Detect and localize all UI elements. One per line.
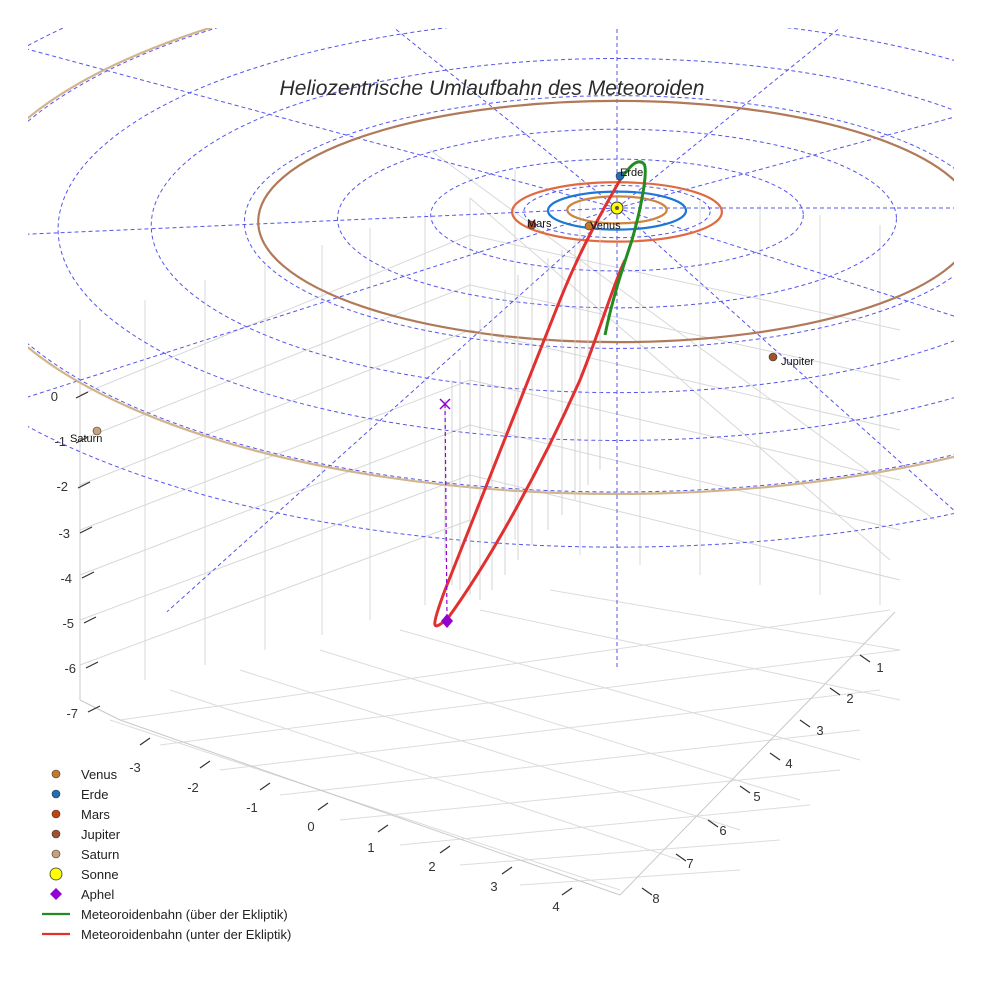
- orbit-below-ecliptic: [433, 179, 627, 628]
- aphel-marker-group: [439, 398, 453, 628]
- back-wall-grid: [79, 198, 471, 700]
- meteoroid-orbit: [433, 160, 647, 628]
- y-tick-label: 1: [876, 660, 883, 675]
- legend-marker-mars: [51, 809, 61, 819]
- legend-label: Aphel: [81, 887, 114, 902]
- mars-label: Mars: [527, 218, 552, 230]
- legend-marker-erde: [51, 789, 61, 799]
- legend-marker-sonne: [49, 867, 63, 881]
- x-tick-label: -1: [246, 800, 258, 815]
- y-tick-label: 6: [719, 823, 726, 838]
- jupiter-marker: [768, 352, 778, 362]
- z-tick-label: -4: [60, 571, 72, 586]
- x-tick-label: 2: [428, 859, 435, 874]
- legend-label: Jupiter: [81, 827, 121, 842]
- z-axis: 0 -1 -2 -3 -4 -5 -6 -7: [51, 389, 101, 721]
- mars-marker: [527, 220, 537, 230]
- sun-core: [615, 206, 619, 210]
- orbit-above-ecliptic: [603, 160, 647, 336]
- y-tick-label: 7: [686, 856, 693, 871]
- venus-marker: [584, 221, 594, 231]
- z-tick-label: -6: [64, 661, 76, 676]
- y-axis: 1 2 3 4 5 6 7 8: [641, 654, 884, 906]
- ecliptic-grid-spoke: [616, 28, 841, 209]
- legend-marker-jupiter: [51, 829, 61, 839]
- orbit-saturn: [28, 28, 954, 495]
- orbit-projection-lines: [444, 220, 601, 600]
- x-tick-label: -3: [129, 760, 141, 775]
- z-tick-label: -7: [66, 706, 78, 721]
- y-tick-label: 3: [816, 723, 823, 738]
- legend-label: Mars: [81, 807, 110, 822]
- legend-label: Saturn: [81, 847, 119, 862]
- orbit-erde: [546, 190, 688, 231]
- z-tick-label: -5: [62, 616, 74, 631]
- ecliptic-grid-ring: [150, 58, 954, 394]
- legend-label: Meteoroidenbahn (über der Ekliptik): [81, 907, 288, 922]
- x-axis: -3 -2 -1 0 1 2 3 4: [129, 737, 573, 914]
- orbit-venus: [566, 195, 668, 225]
- ecliptic-grid-spoke: [616, 207, 954, 512]
- aphel-marker: [441, 614, 453, 628]
- ecliptic-grid-ring: [430, 158, 804, 272]
- z-tick-label: -1: [54, 434, 66, 449]
- legend: Venus Erde Mars Jupiter Saturn Sonne Aph…: [42, 767, 291, 942]
- legend-label: Meteoroidenbahn (unter der Ekliptik): [81, 927, 291, 942]
- saturn-label: Saturn: [70, 433, 102, 445]
- jupiter-label: Jupiter: [781, 356, 814, 368]
- ecliptic-grid-spoke: [616, 116, 954, 209]
- x-tick-label: 0: [307, 819, 314, 834]
- orbit-jupiter: [257, 99, 954, 344]
- right-wall-grid: [429, 149, 936, 605]
- planet-orbits: [28, 28, 954, 495]
- planet-markers: Venus Erde Mars Jupiter Saturn: [70, 167, 814, 445]
- legend-label: Sonne: [81, 867, 119, 882]
- x-tick-label: 3: [490, 879, 497, 894]
- x-tick-label: -2: [187, 780, 199, 795]
- aphel-projection-cross: [439, 398, 451, 410]
- ecliptic-polar-spokes: [28, 28, 954, 668]
- y-tick-label: 8: [652, 891, 659, 906]
- legend-marker-venus: [51, 769, 61, 779]
- chart-title: Heliozentrische Umlaufbahn des Meteoroid…: [280, 77, 705, 100]
- ecliptic-grid-spoke: [28, 207, 618, 398]
- legend-marker-saturn: [51, 849, 61, 859]
- ecliptic-plane: [28, 28, 954, 668]
- y-tick-label: 5: [753, 789, 760, 804]
- ecliptic-grid-spoke: [28, 48, 618, 209]
- legend-marker-aphel: [50, 888, 62, 900]
- earth-marker: [615, 171, 625, 181]
- ecliptic-grid-spoke: [616, 207, 954, 317]
- aphel-projection-line: [444, 403, 448, 621]
- x-tick-label: 4: [552, 899, 559, 914]
- z-tick-label: 0: [51, 389, 58, 404]
- floor-grid: [109, 589, 901, 891]
- y-tick-label: 2: [846, 691, 853, 706]
- ecliptic-grid-spoke: [28, 207, 618, 235]
- y-tick-label: 4: [785, 756, 792, 771]
- ecliptic-grid-spoke: [166, 207, 618, 613]
- z-tick-label: -3: [58, 526, 70, 541]
- axis-panes: [79, 149, 936, 896]
- x-tick-label: 1: [367, 840, 374, 855]
- earth-label: Erde: [620, 167, 643, 179]
- legend-label: Venus: [81, 767, 118, 782]
- legend-label: Erde: [81, 787, 108, 802]
- z-tick-label: -2: [56, 479, 68, 494]
- venus-label: Venus: [590, 220, 621, 232]
- saturn-marker: [92, 426, 102, 436]
